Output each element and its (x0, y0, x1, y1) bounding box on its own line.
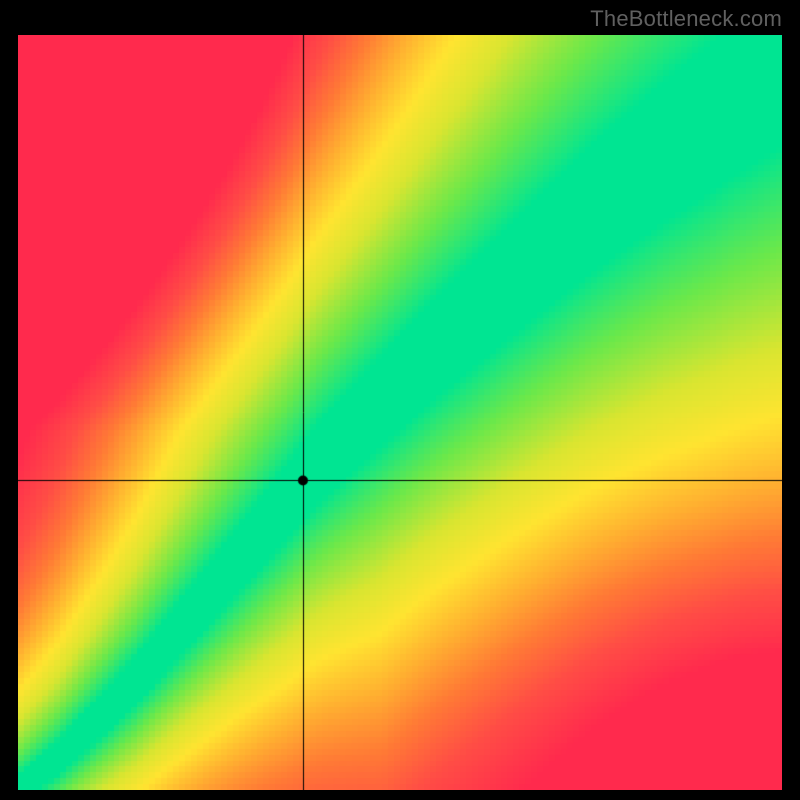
heatmap-canvas (18, 35, 782, 790)
watermark-text: TheBottleneck.com (590, 6, 782, 32)
chart-container: TheBottleneck.com (0, 0, 800, 800)
